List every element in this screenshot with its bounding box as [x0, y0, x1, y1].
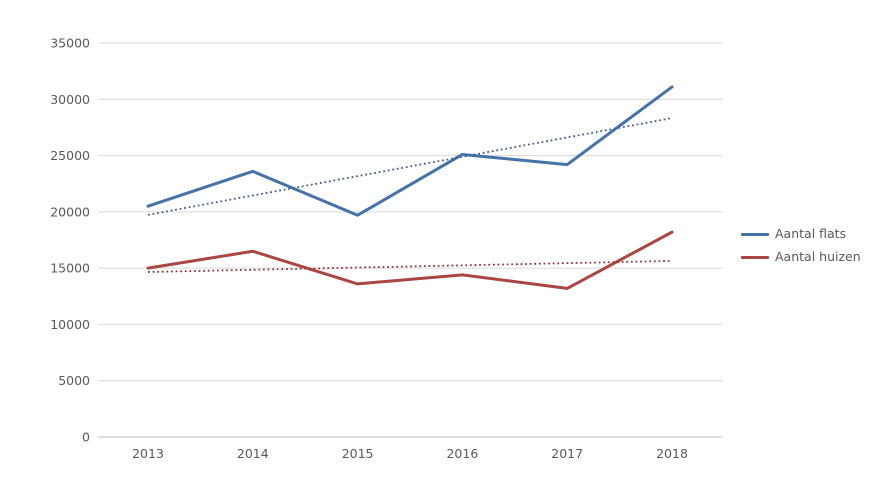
x-tick-label: 2018: [656, 446, 688, 461]
y-tick-label: 25000: [50, 148, 90, 163]
legend: Aantal flats Aantal huizen: [741, 227, 861, 264]
y-tick-label: 20000: [50, 204, 90, 219]
trendline-aantal-huizen: [147, 260, 673, 273]
series-line-aantal-flats: [146, 85, 674, 217]
y-tick-label: 5000: [58, 373, 90, 388]
series-line-aantal-huizen: [146, 230, 674, 290]
y-tick-label: 10000: [50, 317, 90, 332]
y-tick-label: 15000: [50, 261, 90, 276]
legend-item-aantal-huizen: Aantal huizen: [741, 250, 861, 264]
trendline-aantal-flats: [147, 117, 673, 216]
y-tick-label: 0: [82, 430, 90, 445]
legend-swatch-huizen-icon: [741, 255, 769, 259]
y-tick-label: 35000: [50, 36, 90, 51]
legend-label-huizen: Aantal huizen: [775, 249, 861, 264]
x-tick-label: 2015: [342, 446, 374, 461]
y-tick-label: 30000: [50, 92, 90, 107]
legend-swatch-flats-icon: [741, 232, 769, 236]
x-tick-label: 2017: [551, 446, 583, 461]
legend-label-flats: Aantal flats: [775, 226, 847, 241]
x-tick-label: 2013: [132, 446, 164, 461]
x-tick-label: 2016: [446, 446, 478, 461]
x-tick-label: 2014: [237, 446, 269, 461]
legend-item-aantal-flats: Aantal flats: [741, 227, 861, 241]
